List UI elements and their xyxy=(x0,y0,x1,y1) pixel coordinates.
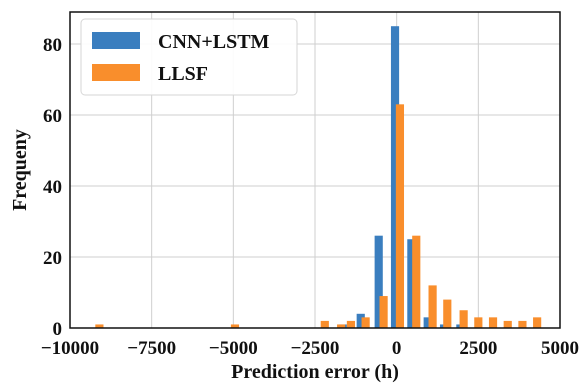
bar-cnn-lstm xyxy=(356,313,365,328)
plot-frame xyxy=(69,11,561,329)
bar-llsf xyxy=(337,324,346,328)
x-tick-label: −2500 xyxy=(291,338,340,359)
x-axis-label: Prediction error (h) xyxy=(231,361,399,383)
x-tick-labels: −10000 −7500 −5000 −2500 0 2500 5000 xyxy=(41,338,579,359)
legend: CNN+LSTM LLSF xyxy=(80,18,298,96)
bar-llsf xyxy=(488,317,498,328)
bar-llsf xyxy=(533,317,542,328)
x-tick-label: 5000 xyxy=(541,338,579,359)
bar-llsf xyxy=(443,299,452,328)
legend-label-llsf: LLSF xyxy=(158,63,208,85)
legend-swatch-cnn-lstm xyxy=(92,32,140,49)
bar-llsf xyxy=(346,320,356,328)
x-tick-label: 2500 xyxy=(459,338,497,359)
y-axis-label: Frequeny xyxy=(9,129,31,211)
x-tick-label: −5000 xyxy=(209,338,258,359)
bar-llsf xyxy=(428,285,437,328)
y-tick-label: 20 xyxy=(43,248,62,269)
bar-cnn-lstm xyxy=(423,317,432,328)
bar-llsf xyxy=(474,317,483,328)
y-tick-label: 80 xyxy=(43,35,62,56)
bar-llsf xyxy=(459,310,468,328)
bar-llsf xyxy=(379,296,388,328)
bar-llsf xyxy=(518,320,527,328)
x-tick-label: −7500 xyxy=(127,338,176,359)
bar-cnn-lstm xyxy=(407,239,416,328)
bar-cnn-lstm xyxy=(390,26,400,329)
legend-label-cnn-lstm: CNN+LSTM xyxy=(158,31,270,53)
y-tick-label: 60 xyxy=(43,106,62,127)
x-tick-label: 0 xyxy=(392,338,402,359)
y-tick-label: 0 xyxy=(53,319,63,340)
bar-llsf xyxy=(412,235,421,328)
legend-swatch-llsf xyxy=(92,64,140,81)
bar-llsf xyxy=(503,320,512,328)
y-tick-label: 40 xyxy=(43,177,62,198)
bar-llsf xyxy=(320,320,329,328)
bar-llsf xyxy=(361,317,370,328)
bar-cnn-lstm xyxy=(374,235,383,328)
bars xyxy=(95,26,542,329)
x-tick-label: −10000 xyxy=(41,338,99,359)
bar-llsf xyxy=(95,324,104,328)
bar-llsf xyxy=(230,324,240,328)
bar-llsf xyxy=(395,104,405,328)
y-tick-labels: 0 20 40 60 80 xyxy=(43,35,62,340)
